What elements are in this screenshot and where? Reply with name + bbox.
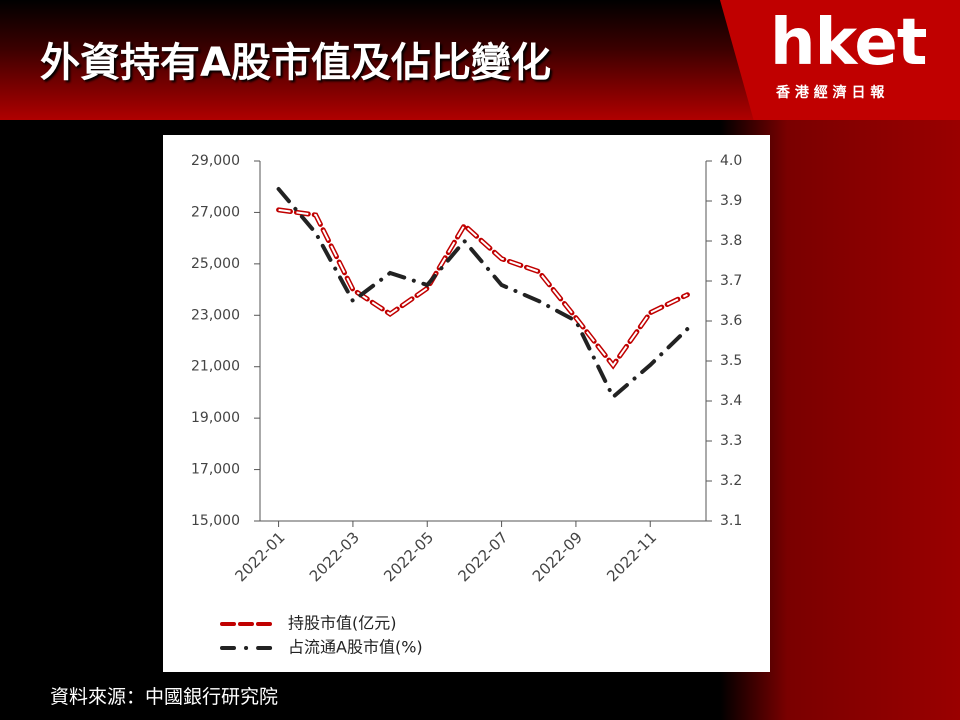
source: 資料來源：中國銀行研究院	[50, 686, 279, 708]
legend-label: 持股市值(亿元)	[288, 614, 397, 633]
y-tick-label: 23,000	[191, 307, 240, 323]
legend-label: 占流通A股市值(%)	[288, 638, 423, 657]
y-tick-label: 15,000	[191, 513, 240, 529]
logo-box	[720, 0, 960, 120]
y2-tick-label: 3.1	[720, 513, 742, 529]
y-tick-label: 29,000	[191, 153, 240, 169]
y2-tick-label: 3.5	[720, 353, 742, 369]
y-tick-label: 25,000	[191, 256, 240, 272]
series-line-core	[278, 208, 688, 368]
y-tick-label: 21,000	[191, 359, 240, 375]
logo-subtitle: 香 港 經 濟 日 報	[776, 85, 885, 101]
y-tick-label: 27,000	[191, 204, 240, 220]
y2-tick-label: 3.7	[720, 273, 742, 289]
y2-tick-label: 3.9	[720, 193, 742, 209]
y2-tick-label: 3.8	[720, 233, 742, 249]
y2-tick-label: 3.4	[720, 393, 742, 409]
y2-tick-label: 4.0	[720, 153, 742, 169]
title: 外資持有A股市值及佔比變化	[40, 40, 551, 86]
chart-panel	[163, 135, 770, 672]
y2-tick-label: 3.6	[720, 313, 742, 329]
series-line	[276, 187, 690, 401]
y-tick-label: 19,000	[191, 410, 240, 426]
y-tick-label: 17,000	[191, 462, 240, 478]
y2-tick-label: 3.2	[720, 473, 742, 489]
y2-tick-label: 3.3	[720, 433, 742, 449]
logo: hket	[770, 6, 927, 80]
